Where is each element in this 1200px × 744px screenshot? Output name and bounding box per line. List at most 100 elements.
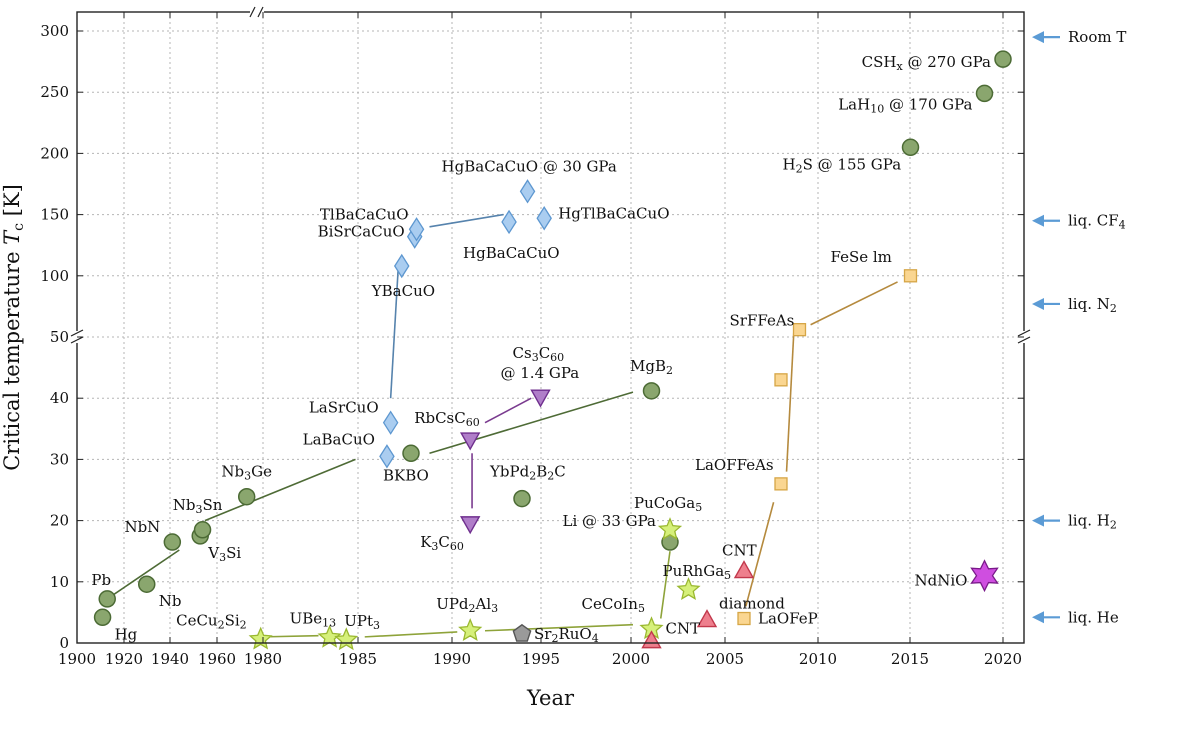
point-ndnio: [970, 559, 999, 593]
label-cnt: CNT: [722, 542, 757, 560]
point-hgbacacuo: [501, 209, 517, 235]
label-lasrcuo: LaSrCuO: [309, 399, 379, 417]
label-upt3: UPt3: [344, 612, 380, 632]
point-cecu2si2: [248, 626, 273, 650]
point-lah10-170-gpa: [975, 84, 994, 103]
label-cnt: CNT: [666, 620, 701, 638]
label-cs3c60-pressure: @ 1.4 GPa: [501, 364, 580, 382]
y-axis-break-mark: [70, 329, 84, 337]
label-cshx-270-gpa: CSHx @ 270 GPa: [862, 53, 991, 73]
y-tick-label: 10: [50, 573, 69, 591]
label-fese: FeSe lm: [831, 248, 892, 266]
y-tick-label: 0: [59, 634, 69, 652]
heavy-fermion-trend-line: [659, 551, 671, 619]
cuprate-trend-line: [429, 213, 504, 228]
point-labels-layer: Hg Pb Nb NbN V3Si Nb3Sn Nb3Ge BKBO YbPd2B2C MgB2 L…: [91, 53, 991, 645]
x-axis-break-mark: [257, 6, 264, 18]
label-cecu2si2: CeCu2Si2: [176, 611, 247, 631]
iron-trend-line: [785, 329, 795, 472]
reference-label: Room T: [1068, 28, 1126, 46]
y-tick-label: 50: [50, 328, 69, 346]
point-mgb2: [642, 382, 661, 400]
point-rbcsc60: [460, 432, 481, 451]
x-axis-break-mask: [250, 8, 264, 16]
x-tick-label: 1995: [522, 650, 560, 668]
label-hgbacacuo: HgBaCaCuO: [463, 244, 560, 262]
point-purhga5: [676, 577, 701, 601]
label-hgtlbacacuo: HgTlBaCaCuO: [558, 204, 669, 222]
label-li-33-gpa: Li @ 33 GPa: [563, 512, 657, 530]
heavy-fermion-trend-line: [364, 631, 458, 638]
y-tick-label: 100: [40, 267, 69, 285]
x-tick-label: 1960: [198, 650, 236, 668]
bcs-trend-line: [204, 458, 356, 522]
trend-lines-layer: [106, 213, 898, 638]
point-k3c60: [460, 516, 481, 535]
label-k3c60: K3C60: [420, 533, 464, 553]
point-cshx-270-gpa: [994, 50, 1012, 68]
point-fese-lm: [903, 269, 918, 283]
point-h2s-155-gpa: [901, 138, 920, 157]
point-hgtlbacacuo: [536, 206, 552, 231]
point-ybpd2b2c: [513, 489, 531, 508]
point-laoffeas: [774, 477, 788, 491]
point-nb: [138, 575, 156, 593]
reference-arrow-head: [1032, 514, 1044, 527]
axes-layer: 1900 1940 1980 1985 1990 1995 2000 2005 2010 2015…: [0, 6, 1031, 710]
grid-layer: [76, 12, 1024, 644]
point-lasrcuo: [382, 410, 399, 435]
x-tick-label: 1980: [244, 650, 282, 668]
heavy-fermion-trend-line: [262, 634, 319, 638]
reference-arrow-head: [1032, 214, 1044, 227]
y-axis-break-mark: [1017, 336, 1031, 344]
y-axis-break-mark: [70, 336, 84, 344]
x-tick-label: 2020: [984, 650, 1022, 668]
point-sr2ruo4: [512, 623, 532, 642]
point-cnt: [641, 630, 662, 649]
heavy-fermion-trend-line: [484, 623, 634, 632]
label-h2s-155-gpa: H2S @ 155 GPa: [783, 155, 902, 175]
point-cnt: [733, 560, 755, 579]
y-axis-title: Critical temperature Tc [K]: [0, 184, 27, 471]
point-hg: [93, 608, 112, 627]
point-tlbacacuo: [408, 217, 425, 242]
cuprate-trend-line: [389, 270, 399, 399]
point-nb3ge: [237, 487, 256, 506]
y-tick-label: 200: [40, 144, 69, 162]
label-nb3sn: Nb3Sn: [173, 496, 223, 516]
point-smfeaso: [774, 373, 788, 387]
point-nbn: [163, 533, 182, 551]
x-axis-break-mark: [249, 6, 256, 18]
label-ybpd2b2c: YbPd2B2C: [489, 463, 566, 483]
point-upt3: [334, 627, 359, 651]
point-ybacuo: [393, 253, 410, 279]
label-nb: Nb: [159, 592, 182, 610]
bcs-trend-line: [429, 391, 634, 455]
label-cecoin5: CeCoIn5: [582, 595, 645, 615]
y-tick-label: 20: [50, 512, 69, 530]
label-hg: Hg: [115, 625, 138, 643]
y-axis-break-mark: [1017, 329, 1031, 337]
x-tick-label: 1940: [151, 650, 189, 668]
y-tick-label: 250: [40, 83, 69, 101]
label-v3si: V3Si: [207, 544, 241, 564]
label-nb3ge: Nb3Ge: [221, 463, 272, 483]
point-pucoga5: [657, 517, 683, 541]
x-tick-label: 2015: [891, 650, 929, 668]
point-srffeas: [792, 323, 807, 337]
reference-label: liq. He: [1068, 608, 1119, 626]
x-tick-label: 1920: [105, 650, 143, 668]
x-axis-title: Year: [526, 686, 575, 710]
fullerene-trend-line: [484, 397, 532, 424]
point-pb: [98, 590, 116, 608]
label-upd2al3: UPd2Al3: [436, 595, 498, 615]
bcs-trend-line: [106, 549, 180, 600]
label-ube13: UBe13: [290, 609, 337, 629]
point-cs3c60-1-4-gpa: [530, 389, 551, 408]
iron-trend-line: [745, 502, 775, 607]
label-tlbacacuo: TlBaCaCuO: [320, 205, 409, 223]
label-laoffeas: LaOFFeAs: [695, 456, 774, 474]
label-ybacuo: YBaCuO: [371, 282, 435, 300]
label-lah10-170-gpa: LaH10 @ 170 GPa: [838, 95, 972, 115]
